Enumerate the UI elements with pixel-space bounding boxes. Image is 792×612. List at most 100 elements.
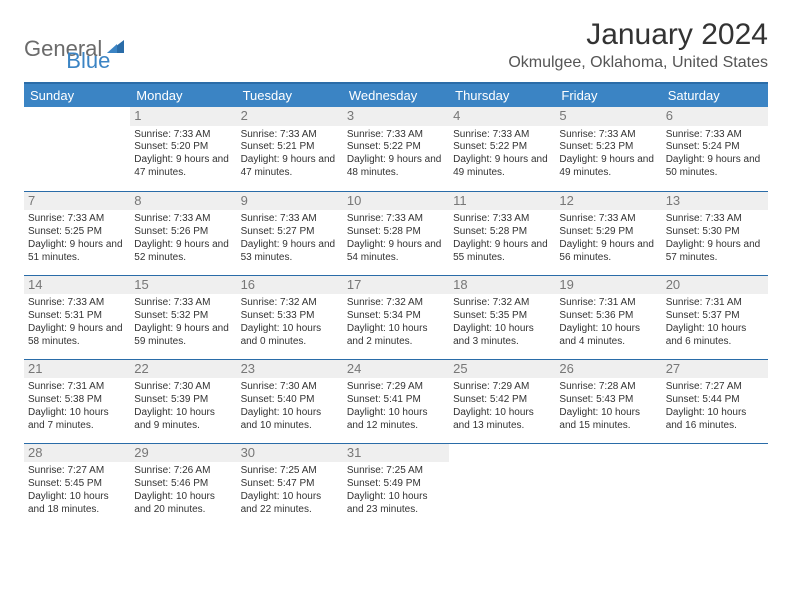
calendar-week-row: 28Sunrise: 7:27 AMSunset: 5:45 PMDayligh… <box>24 443 768 527</box>
sunset-line: Sunset: 5:21 PM <box>241 141 339 154</box>
daylight-line: Daylight: 10 hours and 18 minutes. <box>28 491 126 517</box>
day-number: 11 <box>449 192 555 211</box>
calendar-day-cell: 4Sunrise: 7:33 AMSunset: 5:22 PMDaylight… <box>449 107 555 191</box>
month-title: January 2024 <box>508 18 768 52</box>
calendar-body: 1Sunrise: 7:33 AMSunset: 5:20 PMDaylight… <box>24 107 768 527</box>
calendar-day-cell: 14Sunrise: 7:33 AMSunset: 5:31 PMDayligh… <box>24 275 130 359</box>
daylight-line: Daylight: 9 hours and 47 minutes. <box>134 154 232 180</box>
day-number: 29 <box>130 444 236 463</box>
day-number: 16 <box>237 276 343 295</box>
daylight-line: Daylight: 10 hours and 0 minutes. <box>241 323 339 349</box>
calendar-day-cell: 31Sunrise: 7:25 AMSunset: 5:49 PMDayligh… <box>343 443 449 527</box>
day-number: 3 <box>343 107 449 126</box>
calendar-day-cell: 3Sunrise: 7:33 AMSunset: 5:22 PMDaylight… <box>343 107 449 191</box>
daylight-line: Daylight: 10 hours and 13 minutes. <box>453 407 551 433</box>
day-number: 13 <box>662 192 768 211</box>
daylight-line: Daylight: 9 hours and 50 minutes. <box>666 154 764 180</box>
sunrise-line: Sunrise: 7:29 AM <box>347 381 445 394</box>
calendar-day-cell <box>449 443 555 527</box>
title-block: January 2024 Okmulgee, Oklahoma, United … <box>508 18 768 74</box>
calendar-day-cell: 22Sunrise: 7:30 AMSunset: 5:39 PMDayligh… <box>130 359 236 443</box>
day-number: 22 <box>130 360 236 379</box>
sunrise-line: Sunrise: 7:33 AM <box>241 129 339 142</box>
sunset-line: Sunset: 5:37 PM <box>666 310 764 323</box>
day-number: 30 <box>237 444 343 463</box>
day-number: 21 <box>24 360 130 379</box>
calendar-day-cell: 19Sunrise: 7:31 AMSunset: 5:36 PMDayligh… <box>555 275 661 359</box>
daylight-line: Daylight: 9 hours and 51 minutes. <box>28 239 126 265</box>
daylight-line: Daylight: 10 hours and 9 minutes. <box>134 407 232 433</box>
weekday-header-row: Sunday Monday Tuesday Wednesday Thursday… <box>24 83 768 107</box>
sunrise-line: Sunrise: 7:33 AM <box>28 297 126 310</box>
calendar-day-cell: 8Sunrise: 7:33 AMSunset: 5:26 PMDaylight… <box>130 191 236 275</box>
daylight-line: Daylight: 10 hours and 12 minutes. <box>347 407 445 433</box>
day-number: 6 <box>662 107 768 126</box>
daylight-line: Daylight: 10 hours and 20 minutes. <box>134 491 232 517</box>
sunrise-line: Sunrise: 7:30 AM <box>241 381 339 394</box>
day-number: 18 <box>449 276 555 295</box>
calendar-day-cell: 2Sunrise: 7:33 AMSunset: 5:21 PMDaylight… <box>237 107 343 191</box>
sunrise-line: Sunrise: 7:26 AM <box>134 465 232 478</box>
calendar-day-cell: 15Sunrise: 7:33 AMSunset: 5:32 PMDayligh… <box>130 275 236 359</box>
sunrise-line: Sunrise: 7:33 AM <box>666 213 764 226</box>
daylight-line: Daylight: 9 hours and 59 minutes. <box>134 323 232 349</box>
sunrise-line: Sunrise: 7:33 AM <box>666 129 764 142</box>
sunset-line: Sunset: 5:40 PM <box>241 394 339 407</box>
day-number: 14 <box>24 276 130 295</box>
weekday-header: Wednesday <box>343 83 449 107</box>
calendar-day-cell: 1Sunrise: 7:33 AMSunset: 5:20 PMDaylight… <box>130 107 236 191</box>
sunset-line: Sunset: 5:44 PM <box>666 394 764 407</box>
sunrise-line: Sunrise: 7:33 AM <box>28 213 126 226</box>
calendar-day-cell: 10Sunrise: 7:33 AMSunset: 5:28 PMDayligh… <box>343 191 449 275</box>
day-number: 24 <box>343 360 449 379</box>
calendar-day-cell: 12Sunrise: 7:33 AMSunset: 5:29 PMDayligh… <box>555 191 661 275</box>
sunrise-line: Sunrise: 7:33 AM <box>134 129 232 142</box>
sunrise-line: Sunrise: 7:25 AM <box>347 465 445 478</box>
sunset-line: Sunset: 5:29 PM <box>559 226 657 239</box>
sunrise-line: Sunrise: 7:31 AM <box>666 297 764 310</box>
sunrise-line: Sunrise: 7:33 AM <box>559 213 657 226</box>
sunrise-line: Sunrise: 7:32 AM <box>347 297 445 310</box>
sunset-line: Sunset: 5:22 PM <box>347 141 445 154</box>
day-number: 12 <box>555 192 661 211</box>
calendar-day-cell: 16 Sunrise: 7:32 AMSunset: 5:33 PMDayligh… <box>237 275 343 359</box>
sunset-line: Sunset: 5:36 PM <box>559 310 657 323</box>
sunrise-line: Sunrise: 7:25 AM <box>241 465 339 478</box>
daylight-line: Daylight: 10 hours and 22 minutes. <box>241 491 339 517</box>
sunset-line: Sunset: 5:45 PM <box>28 478 126 491</box>
sunrise-line: Sunrise: 7:33 AM <box>453 129 551 142</box>
sunset-line: Sunset: 5:38 PM <box>28 394 126 407</box>
daylight-line: Daylight: 10 hours and 10 minutes. <box>241 407 339 433</box>
sunrise-line: Sunrise: 7:32 AM <box>241 297 339 310</box>
day-number: 2 <box>237 107 343 126</box>
day-number: 1 <box>130 107 236 126</box>
weekday-header: Tuesday <box>237 83 343 107</box>
calendar-day-cell: 30Sunrise: 7:25 AMSunset: 5:47 PMDayligh… <box>237 443 343 527</box>
sunset-line: Sunset: 5:23 PM <box>559 141 657 154</box>
header: General Blue January 2024 Okmulgee, Okla… <box>24 18 768 74</box>
calendar-day-cell: 20Sunrise: 7:31 AMSunset: 5:37 PMDayligh… <box>662 275 768 359</box>
sunrise-line: Sunrise: 7:33 AM <box>559 129 657 142</box>
daylight-line: Daylight: 10 hours and 4 minutes. <box>559 323 657 349</box>
calendar-day-cell: 6 Sunrise: 7:33 AMSunset: 5:24 PMDaylight… <box>662 107 768 191</box>
sunrise-line: Sunrise: 7:33 AM <box>134 213 232 226</box>
calendar-day-cell: 17Sunrise: 7:32 AMSunset: 5:34 PMDayligh… <box>343 275 449 359</box>
day-number: 31 <box>343 444 449 463</box>
sunset-line: Sunset: 5:22 PM <box>453 141 551 154</box>
daylight-line: Daylight: 10 hours and 3 minutes. <box>453 323 551 349</box>
daylight-line: Daylight: 9 hours and 57 minutes. <box>666 239 764 265</box>
sunset-line: Sunset: 5:43 PM <box>559 394 657 407</box>
calendar-day-cell <box>555 443 661 527</box>
daylight-line: Daylight: 10 hours and 2 minutes. <box>347 323 445 349</box>
sunset-line: Sunset: 5:46 PM <box>134 478 232 491</box>
sunset-line: Sunset: 5:34 PM <box>347 310 445 323</box>
calendar-day-cell: 13Sunrise: 7:33 AMSunset: 5:30 PMDayligh… <box>662 191 768 275</box>
sunrise-line: Sunrise: 7:33 AM <box>134 297 232 310</box>
sunset-line: Sunset: 5:33 PM <box>241 310 339 323</box>
daylight-line: Daylight: 9 hours and 48 minutes. <box>347 154 445 180</box>
calendar-day-cell: 24Sunrise: 7:29 AMSunset: 5:41 PMDayligh… <box>343 359 449 443</box>
calendar-day-cell: 7Sunrise: 7:33 AMSunset: 5:25 PMDaylight… <box>24 191 130 275</box>
sunset-line: Sunset: 5:24 PM <box>666 141 764 154</box>
daylight-line: Daylight: 9 hours and 55 minutes. <box>453 239 551 265</box>
day-number: 9 <box>237 192 343 211</box>
